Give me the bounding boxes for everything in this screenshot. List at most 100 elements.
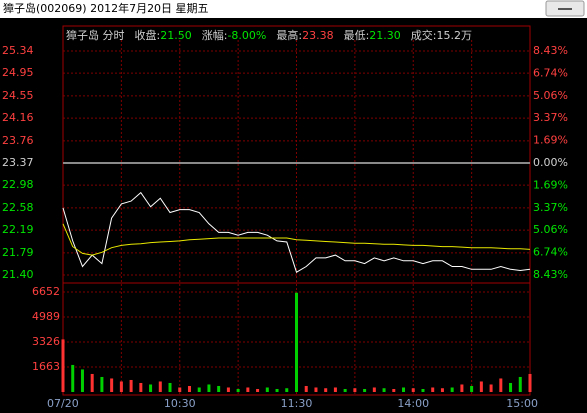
x-tick-label: 11:30 [281, 397, 313, 410]
volume-bar [207, 384, 211, 392]
stat-value: 23.38 [302, 29, 334, 42]
volume-bar [295, 292, 298, 392]
volume-bar [187, 385, 191, 392]
volume-bar [528, 373, 532, 392]
series-line [62, 223, 531, 256]
chart-header: 獐子岛 分时 收盘:21.50 涨幅:-8.00% 最高:23.38 最低:21.30 成… [66, 28, 472, 42]
x-tick-label: 15:00 [506, 397, 538, 410]
volume-bar [411, 388, 415, 392]
y2-tick-label: 1.69% [533, 178, 568, 191]
volume-bar [100, 376, 104, 392]
volume-bar [421, 388, 425, 392]
volume-bar [149, 384, 153, 392]
volume-bar [158, 381, 162, 392]
y2-tick-label: 3.37% [533, 201, 568, 214]
stat-value: 21.50 [160, 29, 192, 42]
y-tick-label: 23.76 [2, 134, 34, 147]
y-tick-label: 1663 [32, 360, 60, 373]
title-bar [0, 0, 587, 18]
volume-bar [509, 382, 513, 392]
y-tick-label: 21.79 [2, 246, 34, 259]
stat-value: 21.30 [369, 29, 401, 42]
y-tick-label: 24.55 [2, 89, 34, 102]
volume-bar [217, 385, 221, 392]
y2-tick-label: 6.74% [533, 246, 568, 259]
volume-bar [440, 388, 444, 392]
volume-bar [275, 388, 279, 392]
y-tick-label: 22.58 [2, 201, 34, 214]
x-tick-label: 07/20 [47, 397, 79, 410]
volume-bar [489, 384, 493, 392]
x-tick-label: 10:30 [164, 397, 196, 410]
volume-bar [324, 388, 328, 392]
y2-tick-label: 3.37% [533, 111, 568, 124]
volume-bar [119, 381, 123, 392]
volume-bar [431, 387, 435, 392]
y-tick-label: 25.34 [2, 44, 34, 57]
y-tick-label: 23.37 [2, 156, 34, 169]
volume-bar [470, 385, 474, 392]
series-line [62, 191, 531, 273]
y2-tick-label: 8.43% [533, 268, 568, 281]
volume-bar [226, 387, 230, 392]
y2-tick-label: 5.06% [533, 89, 568, 102]
volume-bar [314, 387, 318, 392]
y-tick-label: 3326 [32, 335, 60, 348]
volume-bar [265, 387, 269, 392]
volume-bar [343, 388, 347, 392]
y-tick-label: 6652 [32, 285, 60, 298]
volume-bar [499, 378, 503, 392]
volume-bar [382, 388, 386, 392]
volume-bar [139, 382, 143, 392]
y2-tick-label: 0.00% [533, 156, 568, 169]
volume-bar [460, 384, 464, 392]
volume-bar [285, 388, 289, 392]
chart-title: 獐子岛 分时 [66, 28, 125, 42]
volume-bar [197, 387, 201, 392]
stat-value: 15.2万 [437, 29, 473, 42]
stat-label: 涨幅: [202, 29, 228, 42]
x-tick-label: 14:00 [397, 397, 429, 410]
volume-bar [178, 387, 182, 392]
y-tick-label: 22.98 [2, 178, 34, 191]
volume-bar [80, 369, 84, 392]
volume-bar [61, 339, 65, 392]
y2-tick-label: 1.69% [533, 134, 568, 147]
volume-bar [353, 388, 357, 392]
volume-bar [479, 381, 483, 392]
stat-value: -8.00% [227, 29, 266, 42]
volume-bar [129, 379, 133, 392]
volume-bar [372, 387, 376, 392]
volume-bar [246, 387, 250, 392]
window-title: 獐子岛(002069) 2012年7月20日 星期五 [3, 1, 209, 15]
y-tick-label: 22.19 [2, 223, 34, 236]
volume-bar [363, 388, 367, 392]
y-tick-label: 21.40 [2, 268, 34, 281]
volume-bar [90, 373, 94, 392]
y-tick-label: 24.16 [2, 111, 34, 124]
volume-bar [236, 388, 240, 392]
chart-area [0, 18, 587, 413]
y2-tick-label: 5.06% [533, 223, 568, 236]
volume-bar [110, 378, 114, 392]
stat-label: 成交: [411, 28, 437, 42]
volume-bar [168, 382, 172, 392]
y-tick-label: 4989 [32, 310, 60, 323]
y2-tick-label: 8.43% [533, 44, 568, 57]
volume-bar [450, 387, 454, 392]
volume-bar [402, 387, 406, 392]
volume-bar [256, 388, 260, 392]
volume-bar [333, 387, 337, 392]
volume-bar [392, 388, 396, 392]
stat-label: 收盘: [135, 28, 161, 42]
plot-frame [62, 25, 531, 396]
volume-bar [71, 364, 75, 392]
volume-bar [518, 376, 522, 392]
y-tick-label: 24.95 [2, 66, 34, 79]
volume-bar [304, 385, 308, 392]
y2-tick-label: 6.74% [533, 66, 568, 79]
stat-label: 最低: [344, 29, 370, 42]
stat-label: 最高: [276, 28, 302, 42]
